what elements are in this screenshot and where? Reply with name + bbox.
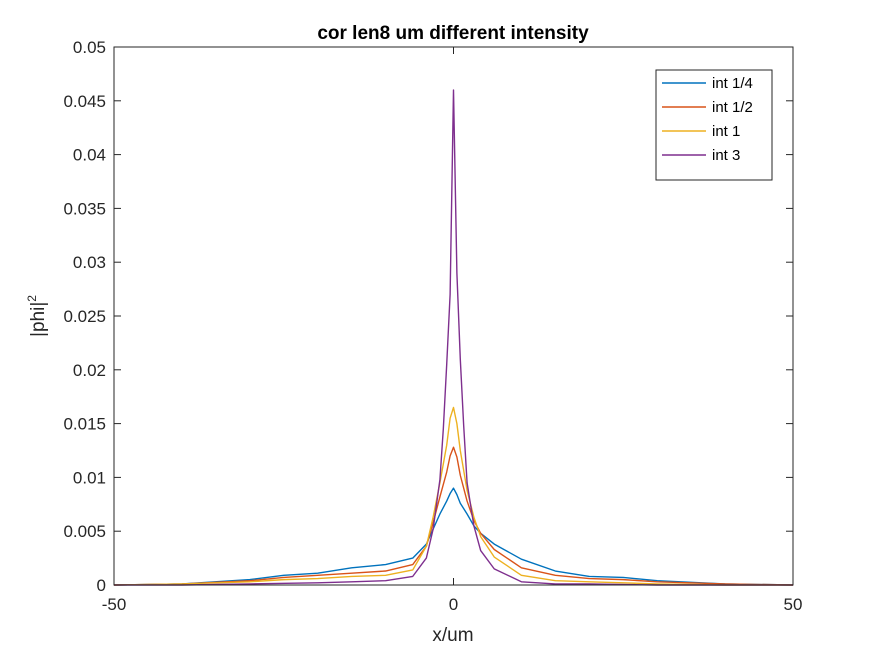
y-tick-label: 0.01	[73, 468, 106, 487]
series-line-4	[114, 89, 793, 586]
legend-item-label: int 3	[712, 147, 740, 164]
y-tick-label: 0.04	[73, 146, 106, 165]
series-line-1	[113, 487, 794, 586]
x-tick-label: 50	[784, 595, 803, 614]
y-axis-label: |phi|2	[25, 295, 49, 337]
y-tick-label: 0.025	[63, 307, 106, 326]
legend-box	[655, 69, 773, 181]
x-tick-label: -50	[102, 595, 127, 614]
legend-item-label: int 1/4	[712, 75, 753, 92]
y-tick-label: 0.005	[63, 522, 106, 541]
legend-item-label: int 1	[712, 123, 740, 140]
y-axis-label-base: |phi|	[28, 302, 49, 337]
y-tick-label: 0.03	[73, 253, 106, 272]
axes-layer: -50 0 5000.0050.010.0150.020.0250.030.0350…	[63, 38, 802, 614]
y-tick-label: 0.045	[63, 92, 106, 111]
y-tick-label: 0.015	[63, 415, 106, 434]
series-line-2	[113, 446, 794, 586]
legend: int 1/4 int 1/2 int 1 int 3	[655, 69, 773, 181]
x-axis-label: x/um	[432, 625, 473, 646]
y-tick-label: 0.035	[63, 199, 106, 218]
y-tick-label: 0	[97, 576, 106, 595]
legend-item-label: int 1/2	[712, 99, 753, 116]
chart-title: cor len8 um different intensity	[317, 23, 589, 44]
y-axis-label-superscript: 2	[25, 295, 39, 302]
y-tick-label: 0.05	[73, 38, 106, 57]
series-line-3	[113, 406, 793, 586]
x-tick-label: 0	[449, 595, 458, 614]
y-tick-label: 0.02	[73, 361, 106, 380]
series-layer	[113, 89, 794, 586]
